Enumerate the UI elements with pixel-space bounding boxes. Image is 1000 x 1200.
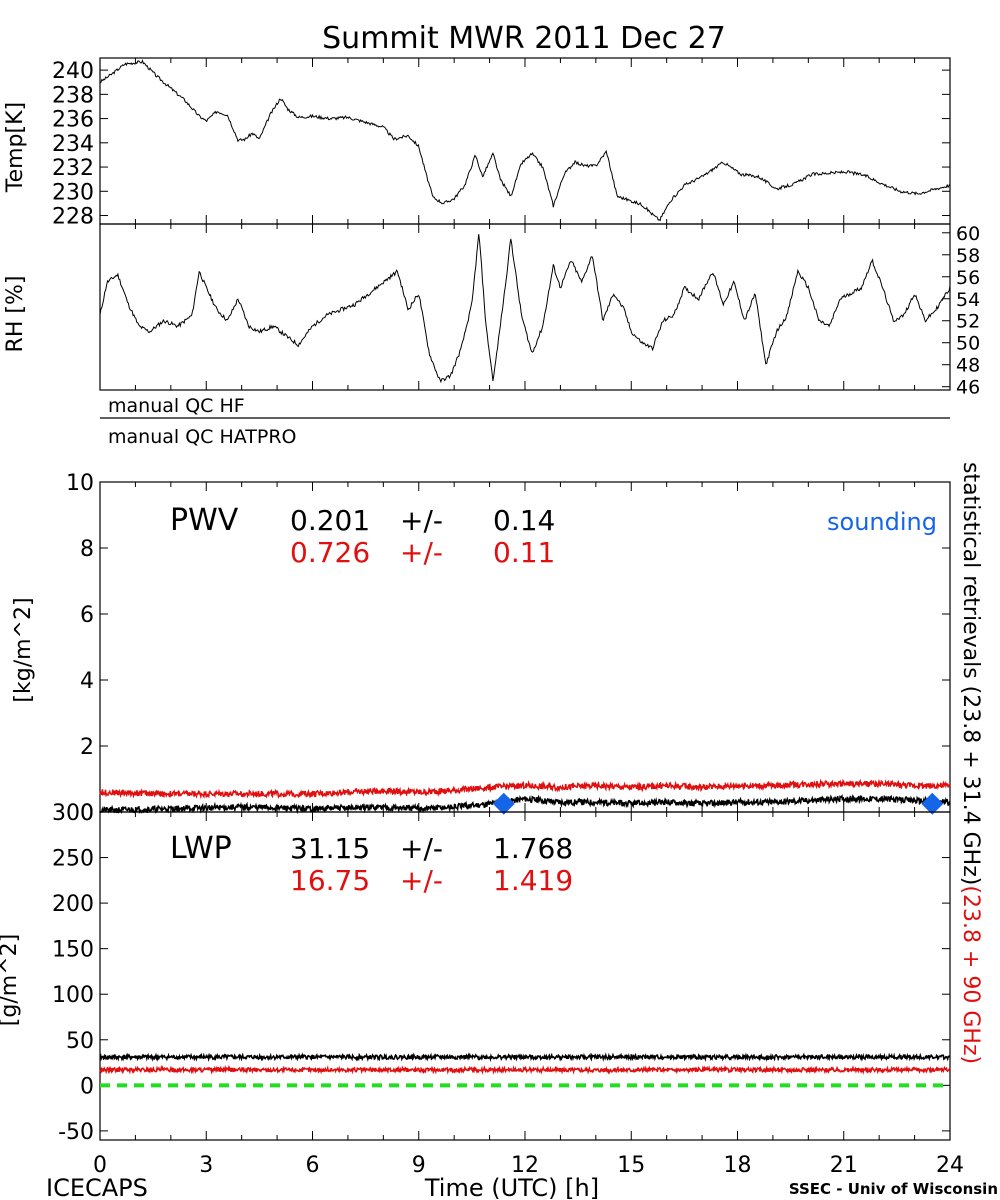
lwp-ytick-label: 100 <box>52 983 94 1008</box>
x-axis-label: Time (UTC) [h] <box>424 1174 599 1200</box>
rh-y-axis-label: RH [%] <box>3 276 28 353</box>
temperature-ytick-label: 236 <box>52 108 94 133</box>
pwv-ytick-label: 2 <box>80 735 94 760</box>
rh-ytick-label: 52 <box>956 311 980 333</box>
rh-series-line <box>99 234 951 384</box>
pwv-y-axis-label: [kg/m^2] <box>11 597 36 702</box>
x-tick-label: 18 <box>724 1153 752 1178</box>
qc-hf-label: manual QC HF <box>108 395 245 417</box>
rh-ytick-label: 50 <box>956 333 980 355</box>
pwv-red-err: 0.11 <box>493 536 555 569</box>
pwv-ytick-label: 10 <box>66 471 94 496</box>
lwp-ytick-label: 150 <box>52 938 94 963</box>
pwv-ytick-label: 4 <box>80 669 94 694</box>
rh-ytick-label: 60 <box>956 223 980 245</box>
qc-hatpro-label: manual QC HATPRO <box>108 426 297 448</box>
lwp-ytick-label: 0 <box>80 1074 94 1099</box>
right-label-red: (23.8 + 90 GHz) <box>958 885 983 1064</box>
right-side-label: statistical retrievals (23.8 + 31.4 GHz)… <box>958 462 983 1064</box>
rh-ytick-label: 46 <box>956 377 980 399</box>
chart-title: Summit MWR 2011 Dec 27 <box>322 21 726 56</box>
rh-frame <box>99 223 951 391</box>
lwp-red-pm: +/- <box>400 864 443 897</box>
pwv-ytick-label: 0 <box>80 801 94 826</box>
sounding-marker <box>921 792 944 815</box>
pwv-black-value: 0.201 <box>290 504 370 537</box>
x-tick-label: 24 <box>936 1153 964 1178</box>
temperature-ytick-label: 240 <box>52 59 94 84</box>
pwv-label: PWV <box>170 503 239 538</box>
pwv-ytick-label: 6 <box>80 603 94 628</box>
pwv-black-pm: +/- <box>400 504 443 537</box>
temperature-ytick-label: 228 <box>52 205 94 230</box>
temperature-y-axis-label: Temp[K] <box>3 102 28 193</box>
sounding-legend-label: sounding <box>827 508 937 536</box>
x-tick-label: 15 <box>617 1153 645 1178</box>
pwv-black-err: 0.14 <box>493 504 555 537</box>
pwv-series-red <box>99 778 951 800</box>
x-tick-label: 0 <box>93 1153 107 1178</box>
temperature-ytick-label: 234 <box>52 132 94 157</box>
temperature-frame <box>99 57 951 225</box>
lwp-red-err: 1.419 <box>493 864 573 897</box>
temperature-ytick-label: 230 <box>52 180 94 205</box>
temperature-ytick-label: 232 <box>52 156 94 181</box>
rh-ytick-label: 58 <box>956 245 980 267</box>
lwp-ytick-label: -50 <box>58 1120 94 1145</box>
temperature-ytick-label: 238 <box>52 83 94 108</box>
lwp-series-red <box>99 1064 951 1075</box>
pwv-red-value: 0.726 <box>290 536 370 569</box>
lwp-y-axis-label: [g/m^2] <box>0 934 22 1026</box>
x-tick-label: 21 <box>830 1153 858 1178</box>
x-tick-label: 9 <box>412 1153 426 1178</box>
sounding-marker <box>492 792 515 815</box>
lwp-ytick-label: 250 <box>52 847 94 872</box>
pwv-panel: 0 2 4 6 8 10 <box>66 471 951 826</box>
lwp-ytick-label: 200 <box>52 892 94 917</box>
right-label-black: statistical retrievals (23.8 + 31.4 GHz) <box>958 462 983 885</box>
rh-ytick-label: 48 <box>956 355 980 377</box>
x-tick-label: 6 <box>306 1153 320 1178</box>
lwp-black-err: 1.768 <box>493 832 573 865</box>
rh-ytick-label: 56 <box>956 267 980 289</box>
temperature-series-line <box>99 58 951 222</box>
x-tick-label: 12 <box>511 1153 539 1178</box>
lwp-black-pm: +/- <box>400 832 443 865</box>
lwp-label: LWP <box>170 831 232 866</box>
pwv-ytick-label: 8 <box>80 537 94 562</box>
lwp-red-value: 16.75 <box>290 864 370 897</box>
lwp-series-black <box>99 1052 951 1063</box>
pwv-red-pm: +/- <box>400 536 443 569</box>
footer-left: ICECAPS <box>46 1174 148 1200</box>
lwp-ytick-label: 300 <box>52 801 94 826</box>
footer-right: SSEC - Univ of Wisconsin <box>789 1180 998 1198</box>
x-tick-label: 3 <box>199 1153 213 1178</box>
lwp-ytick-label: 50 <box>66 1029 94 1054</box>
rh-ytick-label: 54 <box>956 289 980 311</box>
pwv-series-black <box>99 794 951 815</box>
lwp-black-value: 31.15 <box>290 832 370 865</box>
